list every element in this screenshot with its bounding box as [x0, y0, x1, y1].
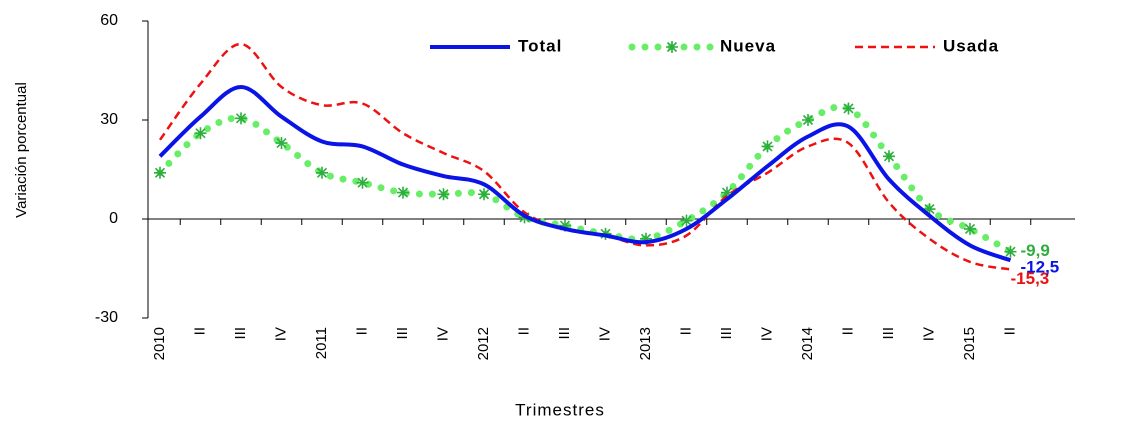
marker — [478, 188, 490, 201]
line-solid — [158, 84, 1012, 263]
x-tick-label: III — [718, 327, 735, 340]
x-tick-label: II — [353, 327, 370, 335]
marker — [356, 176, 369, 189]
data-label: -15,3 — [1011, 269, 1050, 288]
x-tick-label: 2011 — [313, 327, 330, 359]
x-tick-label: III — [394, 327, 411, 340]
data-label: -12,5 — [1021, 258, 1060, 277]
x-tick-label: II — [515, 327, 532, 335]
legend-label: Total — [518, 36, 562, 55]
marker — [640, 232, 652, 245]
x-tick-label: II — [1001, 327, 1018, 335]
marker — [235, 112, 247, 125]
marker — [680, 214, 693, 227]
x-tick-label: II — [677, 327, 694, 335]
y-axis-title: Variación porcentual — [13, 82, 30, 218]
line-dashed — [158, 42, 1011, 271]
marker — [802, 114, 814, 126]
x-tick-label: III — [880, 327, 897, 340]
legend-marker — [666, 41, 678, 53]
x-tick-label: III — [232, 327, 249, 340]
legend-label: Nueva — [720, 36, 776, 55]
x-tick-label: IV — [272, 327, 289, 341]
marker — [275, 137, 288, 150]
marker — [397, 186, 409, 199]
x-tick-label: 2014 — [799, 327, 816, 360]
marker — [559, 219, 571, 232]
x-tick-label: II — [191, 327, 208, 335]
legend-label: Usada — [943, 36, 999, 55]
x-tick-label: IV — [758, 327, 775, 341]
x-tick-label: IV — [434, 327, 451, 341]
y-tick-label: -30 — [95, 309, 118, 326]
marker — [437, 188, 450, 201]
x-tick-label: IV — [920, 327, 937, 341]
marker — [761, 140, 774, 153]
x-axis-title: Trimestres — [515, 400, 605, 419]
marker — [883, 150, 895, 163]
x-tick-label: II — [839, 327, 856, 335]
y-tick-label: 0 — [109, 210, 118, 227]
x-tick-label: IV — [596, 327, 613, 341]
y-tick-label: 60 — [100, 12, 118, 29]
marker — [923, 203, 936, 216]
marker — [154, 166, 166, 179]
marker — [842, 102, 855, 115]
x-tick-label: 2015 — [961, 327, 978, 360]
marker — [316, 166, 328, 179]
x-tick-label: III — [556, 327, 573, 340]
line-dotted — [156, 103, 1014, 256]
marker — [721, 186, 733, 199]
marker — [1004, 245, 1017, 258]
y-tick-label: 30 — [100, 111, 118, 128]
x-tick-label: 2010 — [151, 327, 168, 360]
x-tick-label: 2013 — [637, 327, 654, 360]
marker — [194, 127, 207, 140]
x-tick-label: 2012 — [475, 327, 492, 360]
data-label: -9,9 — [1021, 241, 1050, 260]
marker — [964, 222, 976, 235]
